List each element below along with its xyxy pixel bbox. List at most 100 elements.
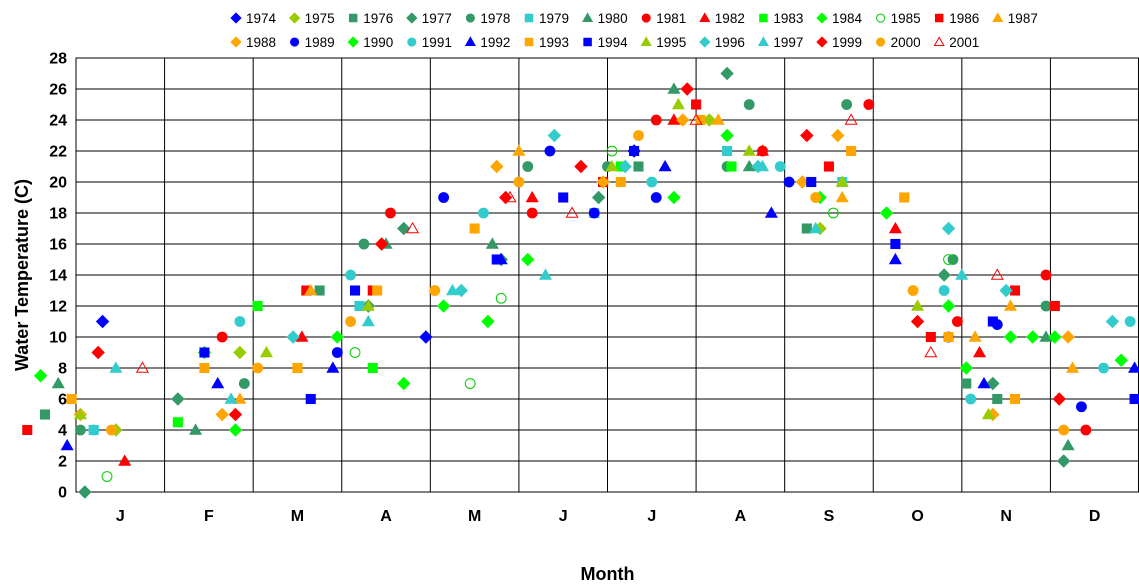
data-point	[469, 223, 480, 234]
data-point	[361, 314, 375, 327]
series-1987	[233, 113, 1080, 404]
legend-label: 1996	[715, 35, 745, 50]
data-point	[73, 407, 87, 420]
data-point	[827, 207, 839, 219]
data-point	[224, 392, 238, 404]
data-point	[961, 378, 972, 389]
legend-item-1989: 1989	[290, 35, 335, 50]
legend-label: 1987	[1008, 11, 1038, 26]
data-point	[345, 269, 357, 281]
data-point	[259, 345, 273, 358]
data-point	[618, 159, 632, 174]
legend-item-2001: 2001	[933, 35, 979, 50]
data-point	[835, 190, 849, 203]
data-point	[605, 159, 619, 172]
legend-label: 1984	[832, 11, 863, 26]
series-1981	[216, 99, 1092, 436]
data-point	[722, 145, 733, 157]
data-point	[521, 252, 535, 267]
data-point	[91, 345, 105, 360]
legend-item-1982: 1982	[699, 11, 745, 26]
legend-item-1981: 1981	[641, 11, 686, 26]
data-point	[1040, 269, 1052, 281]
series-1982	[118, 113, 987, 466]
legend-marker	[816, 36, 828, 48]
data-point	[633, 130, 644, 141]
data-point	[955, 268, 969, 280]
data-point	[844, 113, 858, 125]
legend-marker	[934, 13, 944, 23]
legend-item-1984: 1984	[816, 11, 863, 26]
data-point	[591, 190, 606, 205]
data-point	[1058, 424, 1070, 436]
legend-marker	[288, 12, 301, 24]
legend-marker	[583, 37, 592, 47]
data-point	[525, 190, 539, 203]
legend-label: 1975	[305, 11, 335, 26]
data-point	[1098, 362, 1109, 374]
series-1990	[228, 128, 1128, 437]
legend-item-1980: 1980	[582, 11, 628, 26]
data-point	[1114, 353, 1128, 367]
data-point	[172, 417, 183, 428]
data-point	[419, 330, 433, 344]
data-point	[1057, 454, 1071, 468]
data-point	[51, 376, 65, 389]
data-point	[1003, 330, 1018, 344]
data-point	[806, 176, 817, 188]
legend-marker	[290, 37, 300, 47]
y-tick-label: 0	[58, 485, 67, 502]
data-point	[574, 159, 588, 174]
x-tick-label: S	[824, 508, 835, 525]
series-1994	[199, 145, 1139, 405]
legend-marker	[406, 12, 418, 24]
legend-item-1975: 1975	[288, 11, 335, 26]
data-point	[106, 424, 117, 436]
data-point	[513, 176, 525, 188]
data-point	[755, 144, 770, 156]
data-point	[445, 283, 460, 296]
data-point	[755, 159, 770, 172]
series-1984	[33, 190, 1062, 391]
data-point	[526, 207, 538, 219]
data-points	[22, 66, 1139, 499]
legend-label: 1994	[598, 35, 629, 50]
data-point	[372, 285, 383, 296]
x-tick-label: F	[204, 508, 214, 525]
data-point	[1066, 361, 1080, 373]
series-1995	[73, 97, 995, 420]
legend-marker	[699, 12, 711, 23]
series-1993	[66, 114, 1021, 405]
data-point	[743, 99, 755, 110]
legend-label: 1986	[949, 11, 979, 26]
legend: 1974 1975 1976 1977 1978 1979 1980 1981 1982 1983…	[230, 11, 1038, 50]
legend-label: 1999	[832, 35, 862, 50]
legend-item-1978: 1978	[465, 11, 510, 26]
data-point	[358, 238, 370, 250]
data-point	[987, 316, 998, 327]
series-1991	[88, 161, 1136, 436]
legend-label: 1976	[363, 11, 393, 26]
data-point	[680, 82, 694, 96]
series-1985	[101, 145, 954, 482]
legend-item-1986: 1986	[934, 11, 979, 26]
data-point	[943, 331, 954, 343]
data-point	[925, 331, 936, 343]
legend-marker	[465, 13, 475, 23]
data-point	[367, 362, 378, 374]
data-point	[911, 299, 925, 311]
legend-item-1996: 1996	[699, 35, 745, 50]
data-point	[345, 316, 357, 327]
series-2001	[135, 113, 1004, 373]
legend-label: 1997	[773, 35, 803, 50]
data-point	[331, 347, 343, 358]
data-point	[990, 268, 1004, 280]
data-point	[75, 424, 86, 436]
legend-item-2000: 2000	[876, 35, 921, 50]
legend-label: 2000	[891, 35, 921, 50]
legend-item-1987: 1987	[992, 11, 1038, 26]
data-point	[88, 424, 100, 436]
data-point	[109, 361, 123, 373]
data-point	[899, 192, 910, 203]
